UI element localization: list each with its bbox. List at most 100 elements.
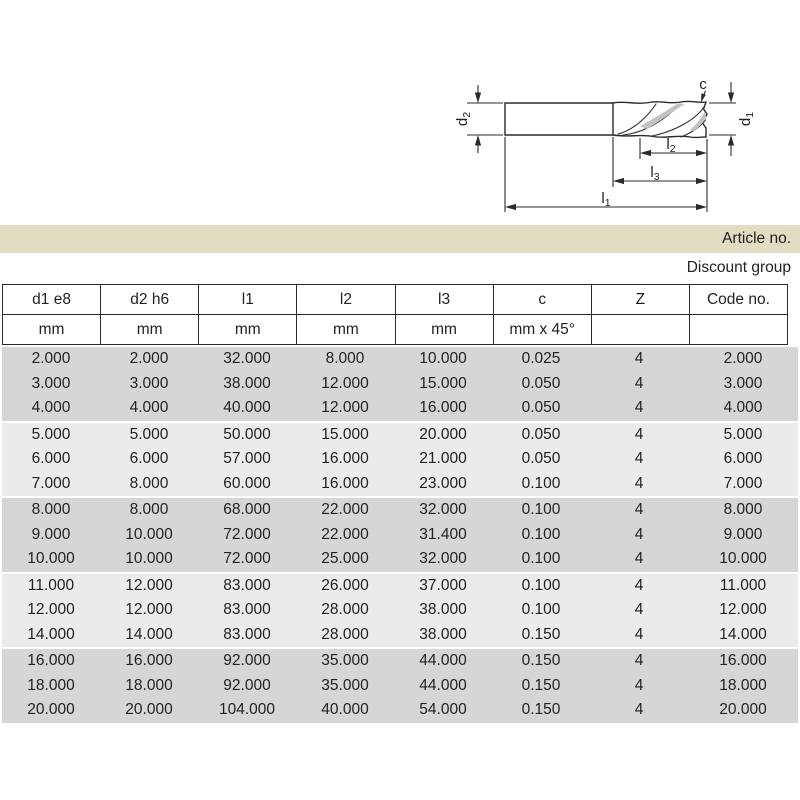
table-cell: 10.000 <box>27 550 75 567</box>
table-cell: 83.000 <box>223 625 271 643</box>
table-cell: 0.050 <box>521 450 561 467</box>
table-cell: 8.000 <box>31 501 71 518</box>
table-cell: 35.000 <box>321 676 369 694</box>
table-cell: 83.000 <box>223 601 271 618</box>
table-cell: 16.000 <box>719 652 767 669</box>
table-cell: 18.000 <box>27 676 75 694</box>
table-cell: 4.000 <box>31 399 71 416</box>
table-row: 12.000 12.000 83.000 28.000 38.000 0.100 4 12.0… <box>2 598 798 623</box>
table-cell: 0.100 <box>521 474 561 492</box>
table-cell: 22.000 <box>321 501 369 518</box>
table-cell: 12.000 <box>125 576 173 594</box>
discount-group-label: Discount group <box>686 259 791 276</box>
row-group: 2.000 2.000 32.000 8.000 10.000 0.025 4 2.000 3.… <box>2 347 798 421</box>
table-cell: 92.000 <box>223 676 271 694</box>
table-cell: 0.050 <box>521 374 561 392</box>
table-cell: 54.000 <box>419 701 467 718</box>
dimension-l2: l2 <box>639 136 708 212</box>
column-header: c <box>494 285 592 314</box>
dimension-c: c <box>699 76 707 103</box>
table-row: 8.000 8.000 68.000 22.000 32.000 0.100 4 8.000 <box>2 498 798 523</box>
table-cell: 4 <box>634 601 644 618</box>
table-cell: 4 <box>634 450 644 467</box>
table-cell: 9.000 <box>31 525 71 543</box>
label-l2: l2 <box>666 136 675 155</box>
label-d2: d2 <box>454 112 473 126</box>
column-unit <box>690 315 787 344</box>
table-cell: 0.150 <box>521 701 561 718</box>
table-cell: 4 <box>634 625 644 643</box>
dimension-l3: l3 <box>612 137 707 187</box>
table-cell: 0.025 <box>521 350 561 367</box>
table-cell: 8.000 <box>325 350 365 367</box>
column-header: l1 <box>199 285 298 314</box>
column-unit: mm <box>101 315 200 344</box>
table-row: 5.000 5.000 50.000 15.000 20.000 0.050 4 5.000 <box>2 423 798 448</box>
table-cell: 16.000 <box>321 450 369 467</box>
column-unit: mm <box>297 315 396 344</box>
end-mill-diagram: d2 d1 c l2 l3 l1 <box>454 76 756 212</box>
table-cell: 8.000 <box>129 501 169 518</box>
table-cell: 31.400 <box>419 525 467 543</box>
dimension-d2: d2 <box>454 85 503 153</box>
table-row: 14.000 14.000 83.000 28.000 38.000 0.150 4 14.0… <box>2 623 798 648</box>
table-cell: 32.000 <box>223 350 271 367</box>
table-cell: 12.000 <box>125 601 173 618</box>
table-cell: 7.000 <box>31 474 71 492</box>
column-header: Z <box>592 285 690 314</box>
table-cell: 10.000 <box>719 550 767 567</box>
table-cell: 4 <box>634 676 644 694</box>
table-cell: 5.000 <box>129 425 169 443</box>
table-cell: 22.000 <box>321 525 369 543</box>
table-cell: 32.000 <box>419 501 467 518</box>
table-cell: 3.000 <box>31 374 71 392</box>
table-cell: 28.000 <box>321 625 369 643</box>
table-cell: 23.000 <box>419 474 467 492</box>
table-body: 2.000 2.000 32.000 8.000 10.000 0.025 4 2.000 3.… <box>2 347 798 723</box>
table-cell: 4 <box>634 576 644 594</box>
column-unit: mm x 45° <box>494 315 592 344</box>
table-cell: 4 <box>634 701 644 718</box>
column-header: d1 e8 <box>3 285 102 314</box>
table-cell: 92.000 <box>223 652 271 669</box>
table-cell: 0.100 <box>521 576 561 594</box>
table-cell: 0.100 <box>521 550 561 567</box>
table-cell: 83.000 <box>223 576 271 594</box>
table-cell: 0.050 <box>521 425 561 443</box>
table-cell: 11.000 <box>27 576 75 594</box>
table-units-row: mm mm mm mm mm mm x 45° <box>3 315 787 344</box>
table-row: 9.000 10.000 72.000 22.000 31.400 0.100 4 9.000 <box>2 523 798 548</box>
table-cell: 12.000 <box>321 399 369 416</box>
table-row: 16.000 16.000 92.000 35.000 44.000 0.150 4 16.0… <box>2 649 798 674</box>
table-cell: 3.000 <box>723 374 763 392</box>
table-cell: 16.000 <box>419 399 467 416</box>
column-unit: mm <box>396 315 494 344</box>
table-cell: 15.000 <box>321 425 369 443</box>
label-d1: d1 <box>737 112 756 126</box>
table-cell: 72.000 <box>223 525 271 543</box>
table-cell: 60.000 <box>223 474 271 492</box>
label-c: c <box>699 76 707 93</box>
table-cell: 14.000 <box>27 625 75 643</box>
table-cell: 44.000 <box>419 652 467 669</box>
table-cell: 8.000 <box>723 501 763 518</box>
discount-group-line: Discount group <box>0 255 800 281</box>
table-cell: 20.000 <box>419 425 467 443</box>
table-cell: 28.000 <box>321 601 369 618</box>
table-cell: 0.100 <box>521 601 561 618</box>
table-cell: 104.000 <box>218 701 276 718</box>
column-header: l3 <box>396 285 494 314</box>
table-cell: 44.000 <box>419 676 467 694</box>
table-cell: 4.000 <box>723 399 763 416</box>
table-cell: 4 <box>634 425 644 443</box>
table-cell: 37.000 <box>419 576 467 594</box>
row-group: 5.000 5.000 50.000 15.000 20.000 0.050 4 5.000 6… <box>2 422 798 496</box>
table-cell: 68.000 <box>223 501 271 518</box>
table-cell: 21.000 <box>419 450 467 467</box>
table-cell: 4 <box>634 550 644 567</box>
table-row: 6.000 6.000 57.000 16.000 21.000 0.050 4 6.000 <box>2 447 798 472</box>
table-cell: 2.000 <box>723 350 763 367</box>
table-cell: 72.000 <box>223 550 271 567</box>
table-cell: 20.000 <box>719 701 767 718</box>
table-cell: 0.050 <box>521 399 561 416</box>
